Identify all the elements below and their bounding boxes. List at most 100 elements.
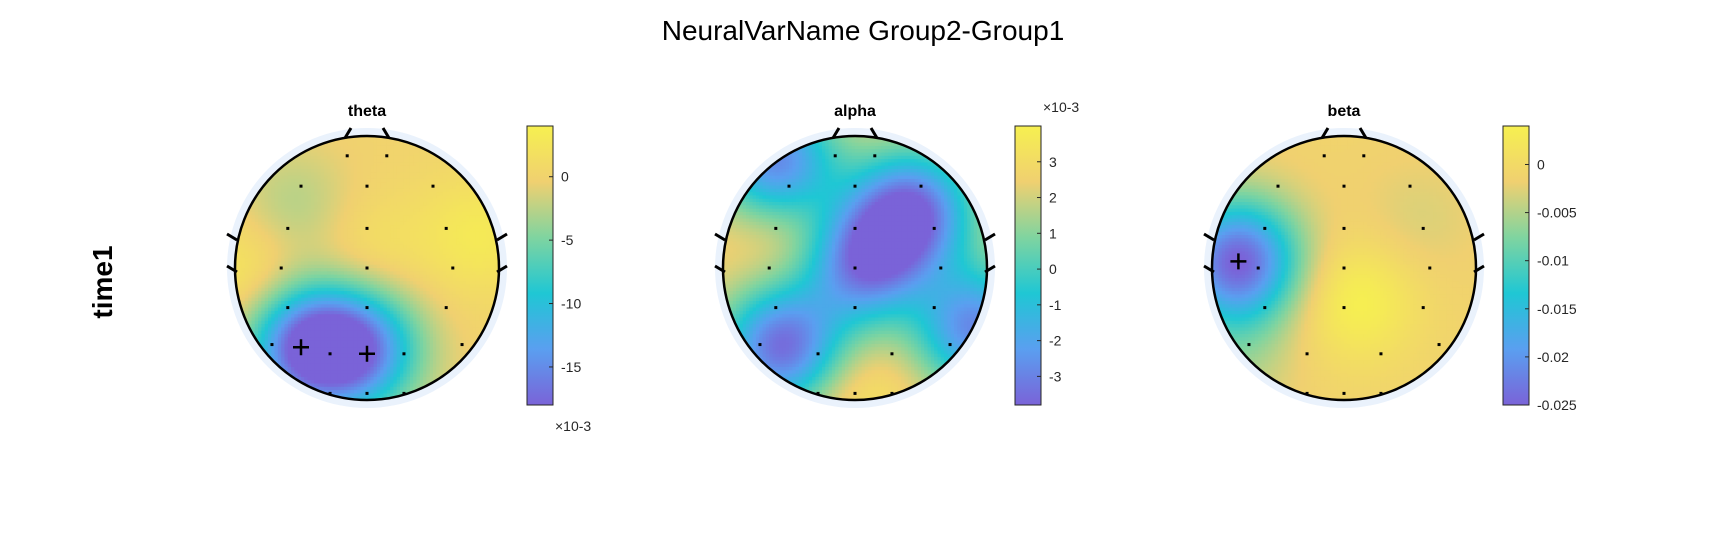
electrode-dot [853, 266, 857, 270]
colorbar-tick-label: -0.025 [1537, 397, 1577, 413]
electrode-dot [365, 226, 369, 230]
electrode-dot [816, 391, 820, 395]
electrode-dot [460, 343, 464, 347]
electrode-dot [1263, 306, 1267, 310]
electrode-dot [1305, 352, 1309, 356]
colorbar-gradient [1502, 125, 1530, 406]
electrode-dot [873, 154, 877, 158]
significance-marker [1230, 253, 1247, 270]
colorbar-exponent: ×10-3 [1043, 99, 1079, 115]
electrode-dot [1379, 391, 1383, 395]
row-label: time1 [87, 245, 118, 318]
electrode-dot [270, 343, 274, 347]
electrode-dot [890, 391, 894, 395]
electrode-dot [890, 352, 894, 356]
electrode-dot [816, 352, 820, 356]
electrode-dot [365, 184, 369, 188]
colorbar-tick-label: -5 [561, 232, 574, 248]
head-outline [721, 134, 989, 402]
electrode-dot [345, 154, 349, 158]
colorbar-tick-label: 0 [1049, 261, 1057, 277]
figure-title: NeuralVarName Group2-Group1 [662, 15, 1065, 46]
electrode-dot [402, 391, 406, 395]
electrode-dot [286, 226, 290, 230]
electrode-dot [286, 306, 290, 310]
electrode-dot [1428, 266, 1432, 270]
colorbar-tick-label: -0.005 [1537, 205, 1577, 221]
topoplot-panel-alpha: alpha 3 2 1 0 -1 -2 -3 ×10-3 [714, 99, 1079, 408]
colorbar-tick-label: -2 [1049, 333, 1062, 349]
head-outline [1210, 134, 1478, 402]
left-ear-icon [226, 232, 238, 274]
right-ear-icon [496, 232, 508, 274]
right-ear-icon [984, 232, 996, 274]
electrode-dot [1342, 306, 1346, 310]
electrode-dot [1421, 306, 1425, 310]
colorbar-tick-label: 2 [1049, 190, 1057, 206]
electrode-dot [279, 266, 283, 270]
left-ear-icon [714, 232, 726, 274]
topoplot-panel-beta: beta 0 -0.005 -0.01 -0.015 -0.02 -0.025 [1203, 103, 1577, 413]
electrode-dot [1342, 226, 1346, 230]
significance-marker [359, 345, 375, 362]
electrode-dot [774, 226, 778, 230]
panel-title: theta [348, 103, 386, 120]
panel-title: alpha [834, 103, 876, 120]
nose-icon [831, 127, 879, 139]
electrode-dot [919, 184, 923, 188]
colorbar-tick-label: 0 [561, 169, 569, 185]
colorbar-tick-label: 3 [1049, 154, 1057, 170]
left-ear-icon [1203, 232, 1215, 274]
right-ear-icon [1473, 232, 1485, 274]
colorbar-tick-label: -15 [561, 359, 581, 375]
electrode-dot [1342, 391, 1346, 395]
electrode-dot [402, 352, 406, 356]
electrode-dot [444, 306, 448, 310]
electrode-dot [299, 184, 303, 188]
nose-icon [1320, 127, 1368, 139]
electrode-dot [932, 226, 936, 230]
electrode-dot [328, 391, 332, 395]
head-outline [233, 134, 501, 402]
colorbar-tick-label: -0.02 [1537, 349, 1569, 365]
electrode-dot [853, 306, 857, 310]
electrode-dot [774, 306, 778, 310]
panel-title: beta [1328, 103, 1361, 120]
electrode-dot [853, 226, 857, 230]
electrode-dot [853, 184, 857, 188]
electrode-dot [932, 306, 936, 310]
electrode-dot [833, 154, 837, 158]
electrode-dot [365, 306, 369, 310]
electrode-dot [385, 154, 389, 158]
electrode-dot [1305, 391, 1309, 395]
electrode-dot [787, 184, 791, 188]
colorbar-gradient [526, 125, 554, 406]
electrode-dot [1247, 343, 1251, 347]
colorbar-tick-label: -10 [561, 296, 581, 312]
nose-icon [343, 127, 391, 139]
electrode-dot [1379, 352, 1383, 356]
electrode-dot [1276, 184, 1280, 188]
electrode-dot [451, 266, 455, 270]
electrode-dot [1362, 154, 1366, 158]
electrode-dot [1421, 226, 1425, 230]
electrode-dot [1263, 226, 1267, 230]
colorbar-gradient [1014, 125, 1042, 406]
electrode-dot [328, 352, 332, 356]
electrode-dot [1408, 184, 1412, 188]
electrode-dot [431, 184, 435, 188]
colorbar: 0 -0.005 -0.01 -0.015 -0.02 -0.025 [1502, 125, 1577, 413]
electrode-dot [1322, 154, 1326, 158]
colorbar-tick-label: -0.015 [1537, 301, 1577, 317]
colorbar: 0 -5 -10 -15 ×10-3 [526, 125, 591, 434]
electrode-dot [853, 391, 857, 395]
electrode-dot [1256, 266, 1260, 270]
electrode-dot [758, 343, 762, 347]
electrode-dot [444, 226, 448, 230]
colorbar-tick-label: 0 [1537, 156, 1545, 172]
significance-marker [293, 339, 309, 356]
electrode-dot [767, 266, 771, 270]
colorbar-tick-label: -0.01 [1537, 253, 1569, 269]
electrode-dot [365, 266, 369, 270]
